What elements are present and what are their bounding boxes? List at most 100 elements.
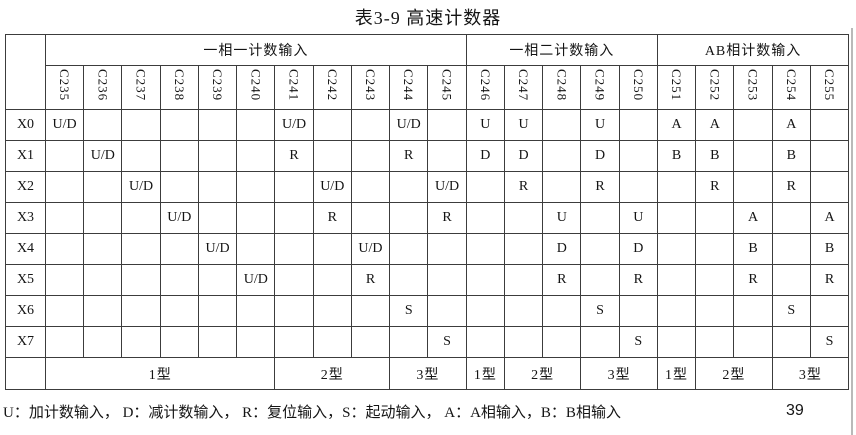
column-header-label: C240 (248, 68, 264, 102)
cell-X5-C242 (312, 264, 352, 296)
legend-text: U：加计数输入， D：减计数输入， R：复位输入，S：起动输入， A：A相输入，… (3, 405, 621, 421)
column-header-C238: C238 (159, 65, 199, 110)
cell-X1-C245 (427, 140, 467, 172)
group-header-one-phase-two-input: 一相二计数输入 (465, 34, 658, 66)
cell-X0-C239 (197, 109, 238, 141)
column-header-C251: C251 (656, 65, 697, 110)
cell-X1-C243 (350, 140, 391, 172)
cell-X6-C239 (197, 295, 238, 327)
column-header-C246: C246 (465, 65, 505, 110)
cell-X7-C237 (121, 326, 161, 358)
cell-X1-C236: U/D (83, 140, 123, 172)
row-label-X2: X2 (5, 171, 46, 203)
cell-X6-C245 (427, 295, 467, 327)
cell-X6-C238 (159, 295, 199, 327)
cell-X1-C250 (618, 140, 658, 172)
cell-X7-C248 (542, 326, 582, 358)
column-header-C248: C248 (542, 65, 582, 110)
cell-X0-C253 (733, 109, 773, 141)
row-label-X7: X7 (5, 326, 46, 358)
column-header-C242: C242 (312, 65, 352, 110)
column-header-label: C247 (516, 68, 532, 102)
cell-X6-C253 (733, 295, 773, 327)
cell-X5-C235 (44, 264, 85, 296)
cell-X3-C245: R (427, 202, 467, 234)
column-header-C236: C236 (83, 65, 123, 110)
cell-X0-C250 (618, 109, 658, 141)
type-cell: 2型 (503, 357, 582, 390)
column-header-C250: C250 (618, 65, 658, 110)
cell-X3-C236 (83, 202, 123, 234)
cell-X3-C252 (695, 202, 735, 234)
cell-X0-C247: U (503, 109, 544, 141)
table-row-X2: X2 U/D U/D U/D R R R R (5, 171, 850, 203)
table-row-X3: X3 U/D R R U U A A (5, 202, 850, 234)
type-cell: 3型 (580, 357, 658, 390)
type-row: 1型 2型 3型 1型 2型 3型 1型 2型 3型 (5, 357, 850, 390)
cell-X4-C246 (465, 233, 505, 265)
cell-X1-C237 (121, 140, 161, 172)
type-row-blank-cell (5, 357, 46, 390)
cell-X4-C254 (771, 233, 811, 265)
high-speed-counter-table: 一相一计数输入 一相二计数输入 AB相计数输入 C235 C236 C237 C238… (5, 34, 850, 390)
cell-X2-C241 (274, 171, 314, 203)
cell-X3-C253: A (733, 202, 773, 234)
cell-X2-C252: R (695, 171, 735, 203)
row-label-X1: X1 (5, 140, 46, 172)
cell-X2-C248 (542, 171, 582, 203)
cell-X0-C254: A (771, 109, 811, 141)
cell-X4-C253: B (733, 233, 773, 265)
cell-X4-C247 (503, 233, 544, 265)
column-header-label: C244 (401, 68, 417, 102)
cell-X6-C251 (656, 295, 697, 327)
cell-X5-C239 (197, 264, 238, 296)
cell-X4-C238 (159, 233, 199, 265)
cell-X4-C251 (656, 233, 697, 265)
cell-X7-C243 (350, 326, 391, 358)
cell-X7-C239 (197, 326, 238, 358)
cell-X3-C247 (503, 202, 544, 234)
column-header-C237: C237 (121, 65, 161, 110)
table-row-X5: X5 U/D R R R R R (5, 264, 850, 296)
cell-X2-C255 (809, 171, 850, 203)
cell-X5-C254 (771, 264, 811, 296)
column-header-label: C242 (324, 68, 340, 102)
column-header-C241: C241 (274, 65, 314, 110)
column-header-label: C243 (362, 68, 378, 102)
cell-X1-C240 (236, 140, 276, 172)
column-header-label: C245 (439, 68, 455, 102)
cell-X6-C237 (121, 295, 161, 327)
column-header-label: C253 (745, 68, 761, 102)
cell-X0-C243 (350, 109, 391, 141)
cell-X5-C248: R (542, 264, 582, 296)
cell-X4-C235 (44, 233, 85, 265)
type-cell: 3型 (389, 357, 467, 390)
column-header-C243: C243 (350, 65, 391, 110)
cell-X2-C240 (236, 171, 276, 203)
cell-X4-C252 (695, 233, 735, 265)
column-header-label: C254 (783, 68, 799, 102)
cell-X6-C249: S (580, 295, 620, 327)
cell-X2-C243 (350, 171, 391, 203)
cell-X3-C251 (656, 202, 697, 234)
cell-X1-C251: B (656, 140, 697, 172)
cell-X2-C251 (656, 171, 697, 203)
cell-X4-C242 (312, 233, 352, 265)
column-header-label: C251 (669, 68, 685, 102)
table-row-X6: X6 S S S (5, 295, 850, 327)
type-cell: 2型 (695, 357, 773, 390)
cell-X7-C245: S (427, 326, 467, 358)
cell-X3-C244 (389, 202, 429, 234)
column-header-C245: C245 (427, 65, 467, 110)
cell-X7-C247 (503, 326, 544, 358)
cell-X6-C247 (503, 295, 544, 327)
cell-X0-C238 (159, 109, 199, 141)
column-header-label: C246 (477, 68, 493, 102)
cell-X5-C238 (159, 264, 199, 296)
cell-X3-C248: U (542, 202, 582, 234)
type-cell: 2型 (274, 357, 391, 390)
cell-X2-C237: U/D (121, 171, 161, 203)
cell-X3-C255: A (809, 202, 850, 234)
column-header-label: C248 (554, 68, 570, 102)
footer: U：加计数输入， D：减计数输入， R：复位输入，S：起动输入， A：A相输入，… (0, 401, 856, 422)
